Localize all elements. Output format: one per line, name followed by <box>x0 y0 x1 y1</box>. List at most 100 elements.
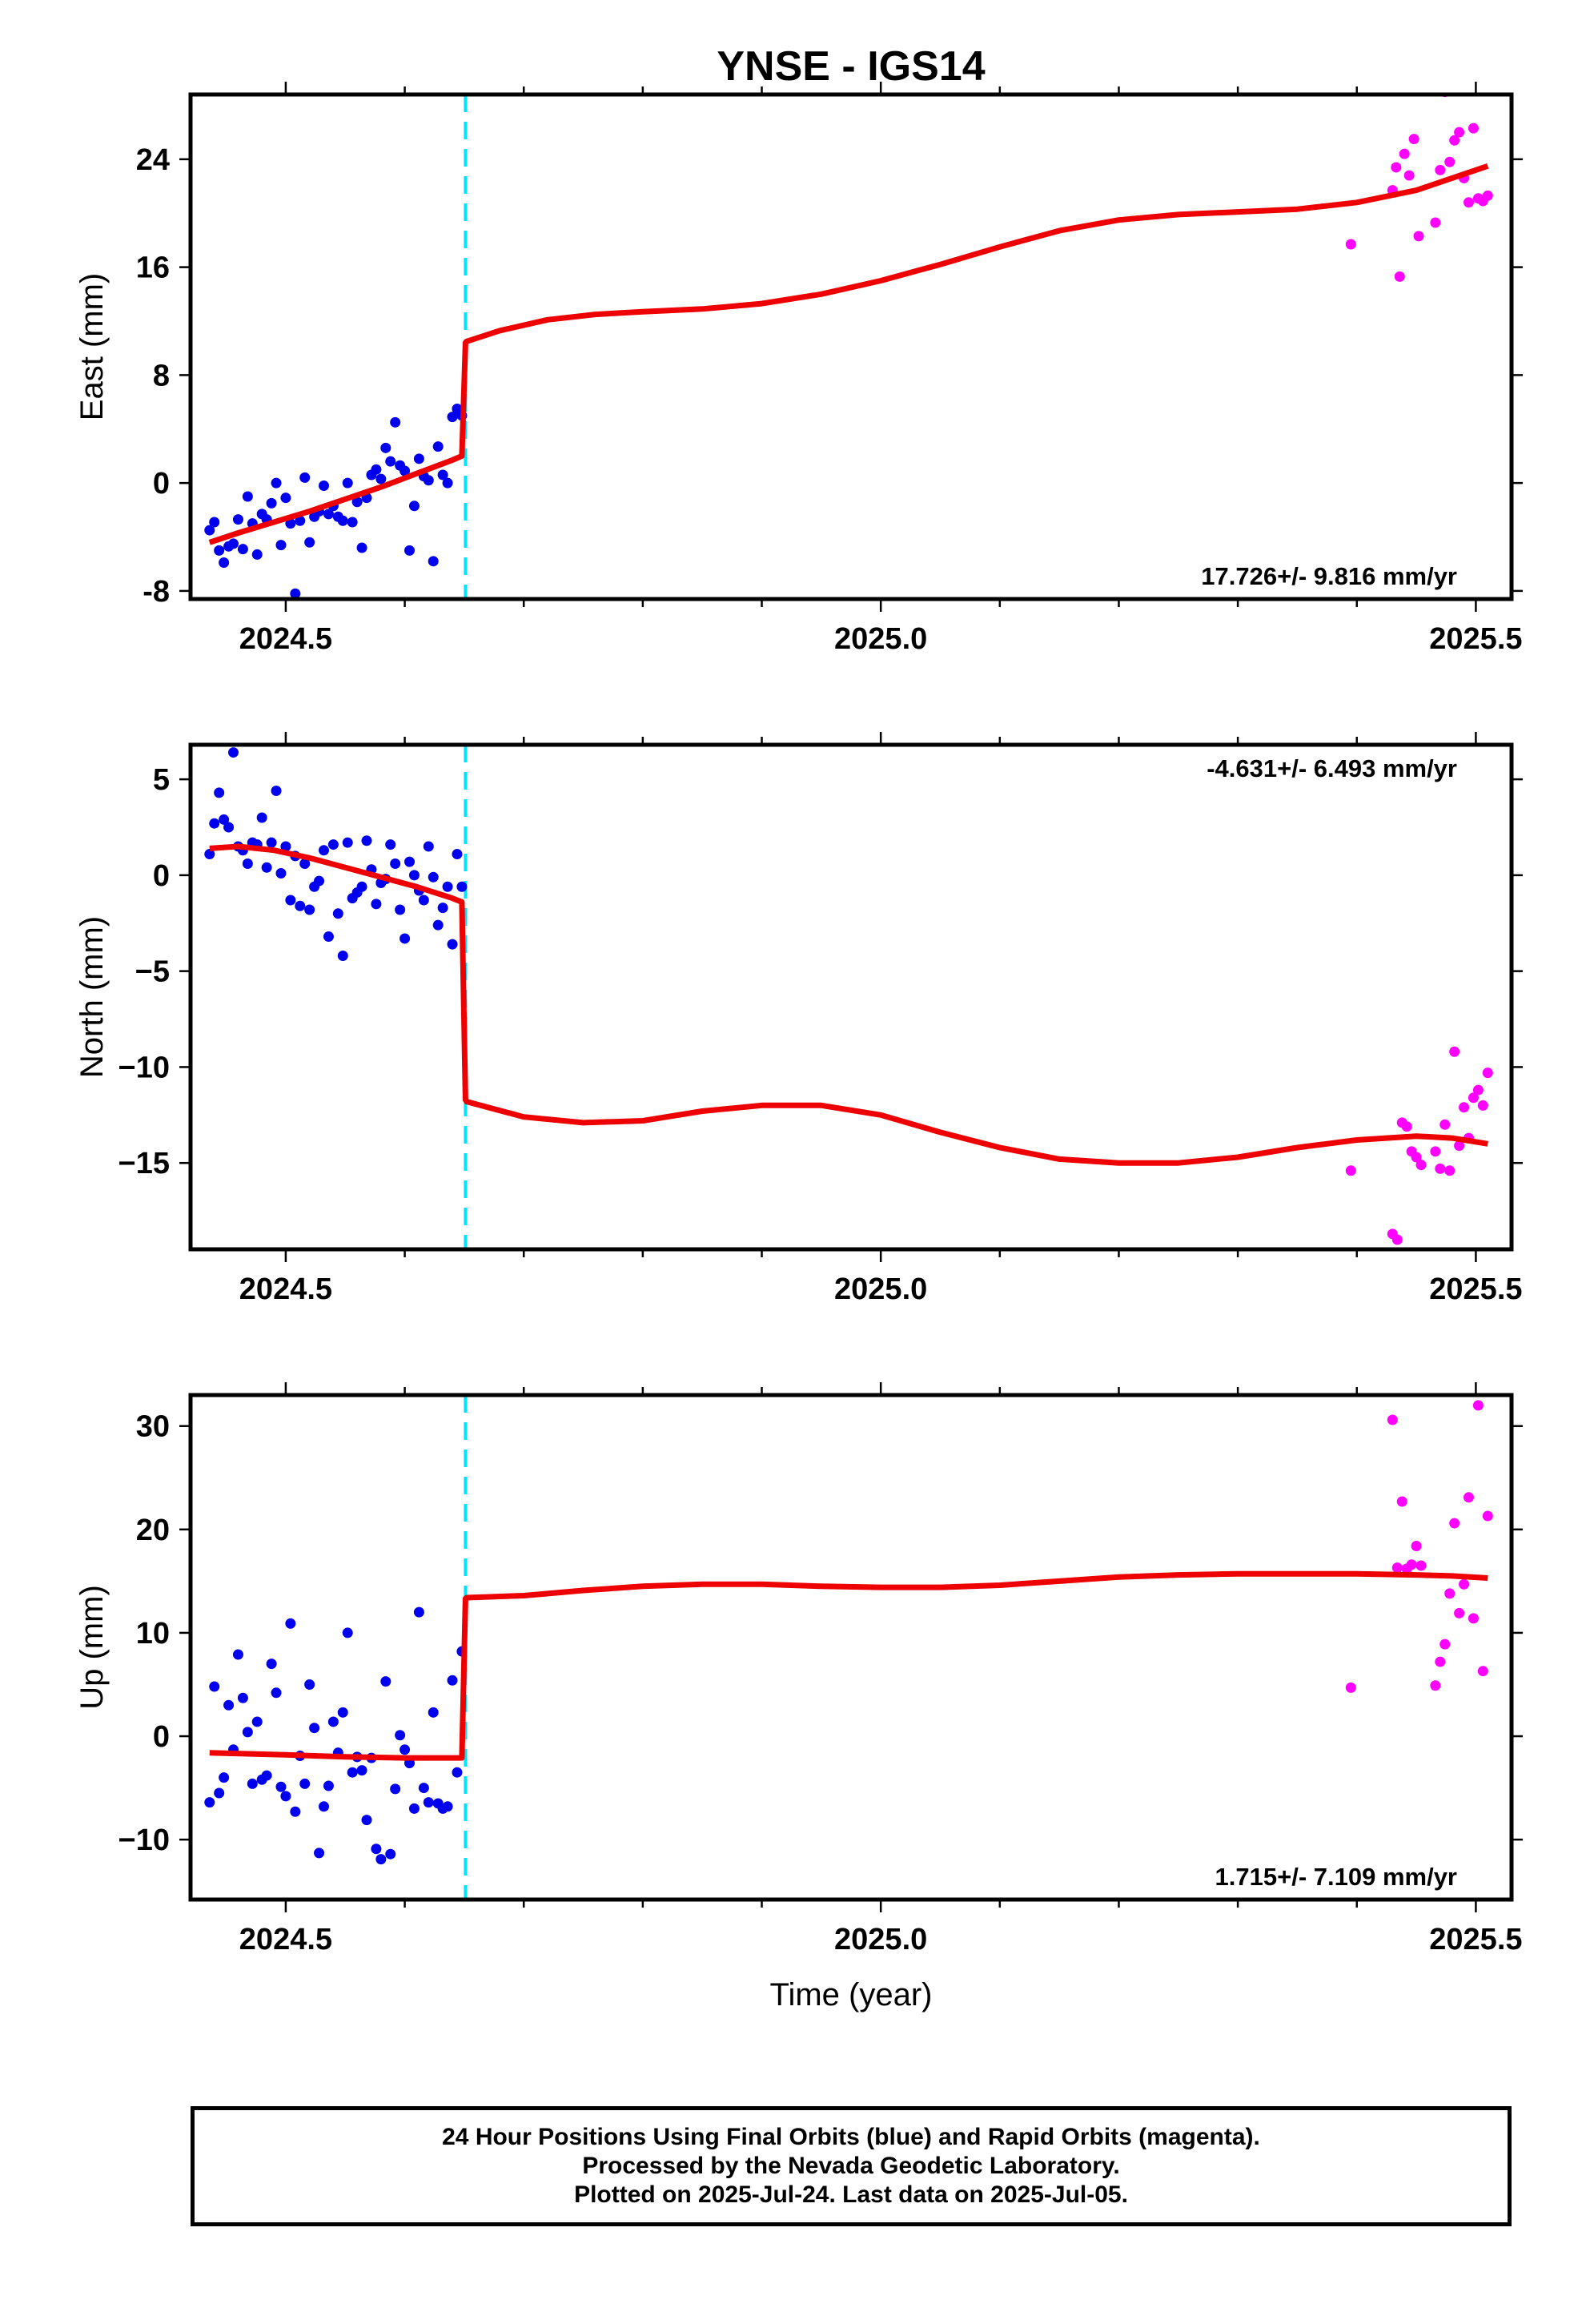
rapid-orbit-point <box>1459 1578 1470 1590</box>
plot-frame <box>188 742 1514 1252</box>
final-orbit-point <box>452 1767 463 1778</box>
rapid-orbit-point <box>1449 1518 1460 1529</box>
final-orbit-point <box>342 477 353 489</box>
rapid-orbit-point <box>1444 156 1456 167</box>
final-orbit-point <box>214 1787 225 1799</box>
final-orbit-point <box>408 870 420 881</box>
final-orbit-point <box>418 895 429 906</box>
rapid-orbit-point <box>1482 1510 1493 1522</box>
panel-3: 2024.5 2025.0 2025.5 30 20 10 0 −10 Up (mm) Time … <box>74 1382 1523 2012</box>
final-orbit-point <box>242 858 253 870</box>
final-orbit-point <box>390 416 401 428</box>
final-orbit-point <box>351 497 363 508</box>
final-orbit-point <box>395 904 406 915</box>
final-orbit-point <box>395 1730 406 1741</box>
rapid-orbit-point <box>1459 1102 1470 1113</box>
final-orbit-point <box>356 1765 367 1776</box>
final-orbit-point <box>204 849 215 860</box>
plot-frame <box>188 1393 1514 1902</box>
final-orbit-point <box>323 509 334 520</box>
rapid-orbit-point <box>1411 1152 1422 1163</box>
plot-area <box>204 1395 1493 1900</box>
rapid-orbit-point <box>1411 1540 1422 1551</box>
final-orbit-point <box>209 1681 220 1692</box>
final-orbit-point <box>437 903 448 914</box>
final-orbit-point <box>390 858 401 870</box>
final-orbit-point <box>314 875 325 887</box>
rapid-orbit-point <box>1477 1666 1488 1677</box>
rapid-orbit-point <box>1482 190 1493 201</box>
y-tick-label: -8 <box>143 575 170 609</box>
final-orbit-point <box>304 537 315 548</box>
rapid-orbit-point <box>1391 1234 1403 1245</box>
final-orbit-point <box>442 881 453 892</box>
final-orbit-point <box>380 1676 391 1687</box>
final-orbit-point <box>371 464 382 475</box>
final-orbit-point <box>204 525 215 536</box>
final-orbit-point <box>280 841 291 852</box>
final-orbit-point <box>237 1692 248 1703</box>
final-orbit-point <box>442 477 453 489</box>
final-orbit-point <box>256 812 267 823</box>
x-tick-label: 2024.5 <box>239 622 332 656</box>
rapid-orbit-point <box>1435 1163 1446 1174</box>
final-orbit-point <box>400 465 411 476</box>
final-orbit-point <box>271 477 282 489</box>
final-orbit-point <box>204 1797 215 1808</box>
rapid-orbit-point <box>1430 217 1441 228</box>
y-tick-label: −10 <box>118 1823 170 1857</box>
y-tick-label: 16 <box>136 251 170 285</box>
x-tick-label: 2024.5 <box>239 1273 332 1306</box>
final-orbit-point <box>318 845 329 856</box>
rapid-orbit-point <box>1391 1562 1403 1574</box>
x-tick-label: 2025.0 <box>834 1923 927 1956</box>
final-orbit-point <box>237 544 248 555</box>
final-orbit-point <box>404 545 416 556</box>
final-orbit-point <box>232 514 243 525</box>
final-orbit-point <box>361 835 372 846</box>
rapid-orbit-point <box>1394 271 1405 282</box>
rapid-orbit-point <box>1408 134 1419 145</box>
final-orbit-point <box>314 1848 325 1859</box>
final-orbit-point <box>223 822 235 833</box>
final-orbit-point <box>266 497 277 509</box>
rapid-orbit-point <box>1391 162 1402 173</box>
rapid-orbit-point <box>1435 1656 1446 1667</box>
y-tick-label: 0 <box>153 1720 170 1754</box>
rapid-orbit-point <box>1430 1680 1441 1691</box>
final-orbit-point <box>228 747 239 758</box>
plot-area <box>204 745 1493 1249</box>
velocity-annotation: -4.631+/- 6.493 mm/yr <box>1207 754 1457 782</box>
footer-line-1: 24 Hour Positions Using Final Orbits (bl… <box>442 2124 1260 2150</box>
rapid-orbit-point <box>1406 1559 1417 1570</box>
rapid-orbit-point <box>1454 1140 1465 1152</box>
final-orbit-point <box>275 540 287 551</box>
final-orbit-point <box>452 849 463 860</box>
rapid-orbit-point <box>1444 1165 1456 1176</box>
final-orbit-point <box>432 441 444 452</box>
final-orbit-point <box>342 1627 353 1638</box>
y-axis-label: Up (mm) <box>74 1585 110 1710</box>
final-orbit-point <box>437 469 448 480</box>
final-orbit-point <box>423 475 434 486</box>
final-orbit-point <box>251 1716 263 1727</box>
final-orbit-point <box>447 939 458 950</box>
footer-line-3: Plotted on 2025-Jul-24. Last data on 202… <box>574 2181 1128 2208</box>
final-orbit-point <box>290 1806 301 1817</box>
final-orbit-point <box>400 1744 411 1755</box>
final-orbit-point <box>413 453 424 464</box>
model-fit-line <box>208 163 1489 545</box>
y-tick-label: −5 <box>135 955 170 989</box>
rapid-orbit-point <box>1435 164 1446 175</box>
rapid-orbit-point <box>1396 1496 1407 1507</box>
final-orbit-point <box>251 549 263 560</box>
rapid-orbit-point <box>1449 1046 1460 1057</box>
final-orbit-point <box>299 472 311 483</box>
rapid-orbit-point <box>1345 1682 1356 1693</box>
final-orbit-point <box>266 837 277 848</box>
final-orbit-point <box>356 881 367 892</box>
final-orbit-point <box>400 933 411 944</box>
final-orbit-point <box>428 871 439 883</box>
final-orbit-point <box>290 588 301 599</box>
